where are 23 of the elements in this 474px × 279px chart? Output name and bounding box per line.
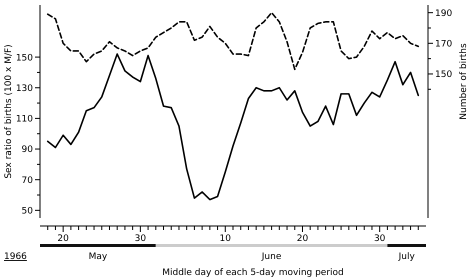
y-tick-label: 110	[16, 114, 34, 125]
x-axis-title: Middle day of each 5-day moving period	[162, 268, 344, 278]
y2-tick-label: 150	[435, 70, 452, 80]
x-tick-label: 20	[296, 234, 308, 244]
y-tick-label: 130	[16, 84, 34, 94]
x-tick-label: 20	[57, 234, 70, 244]
y-tick-label: 150	[16, 53, 34, 64]
line-series	[46, 53, 420, 200]
y2-tick-label: 190	[435, 8, 452, 19]
text: 1966	[4, 252, 28, 262]
y-axis-title: Sex ratio of births (100 x M/F)	[4, 44, 14, 179]
text: May	[88, 252, 108, 262]
y-tick-label: 70	[22, 176, 34, 186]
x-tick-label: 30	[374, 234, 386, 244]
text: June	[260, 252, 282, 262]
y2-axis-title: Number of births	[459, 43, 469, 120]
x-tick-label: 10	[220, 234, 232, 244]
y-tick-label: 90	[22, 145, 34, 156]
y-tick-label: 50	[22, 206, 34, 216]
y2-tick-label: 170	[435, 39, 452, 50]
x-tick-label: 30	[134, 234, 146, 244]
text: July	[398, 252, 416, 262]
line-series	[46, 12, 420, 70]
